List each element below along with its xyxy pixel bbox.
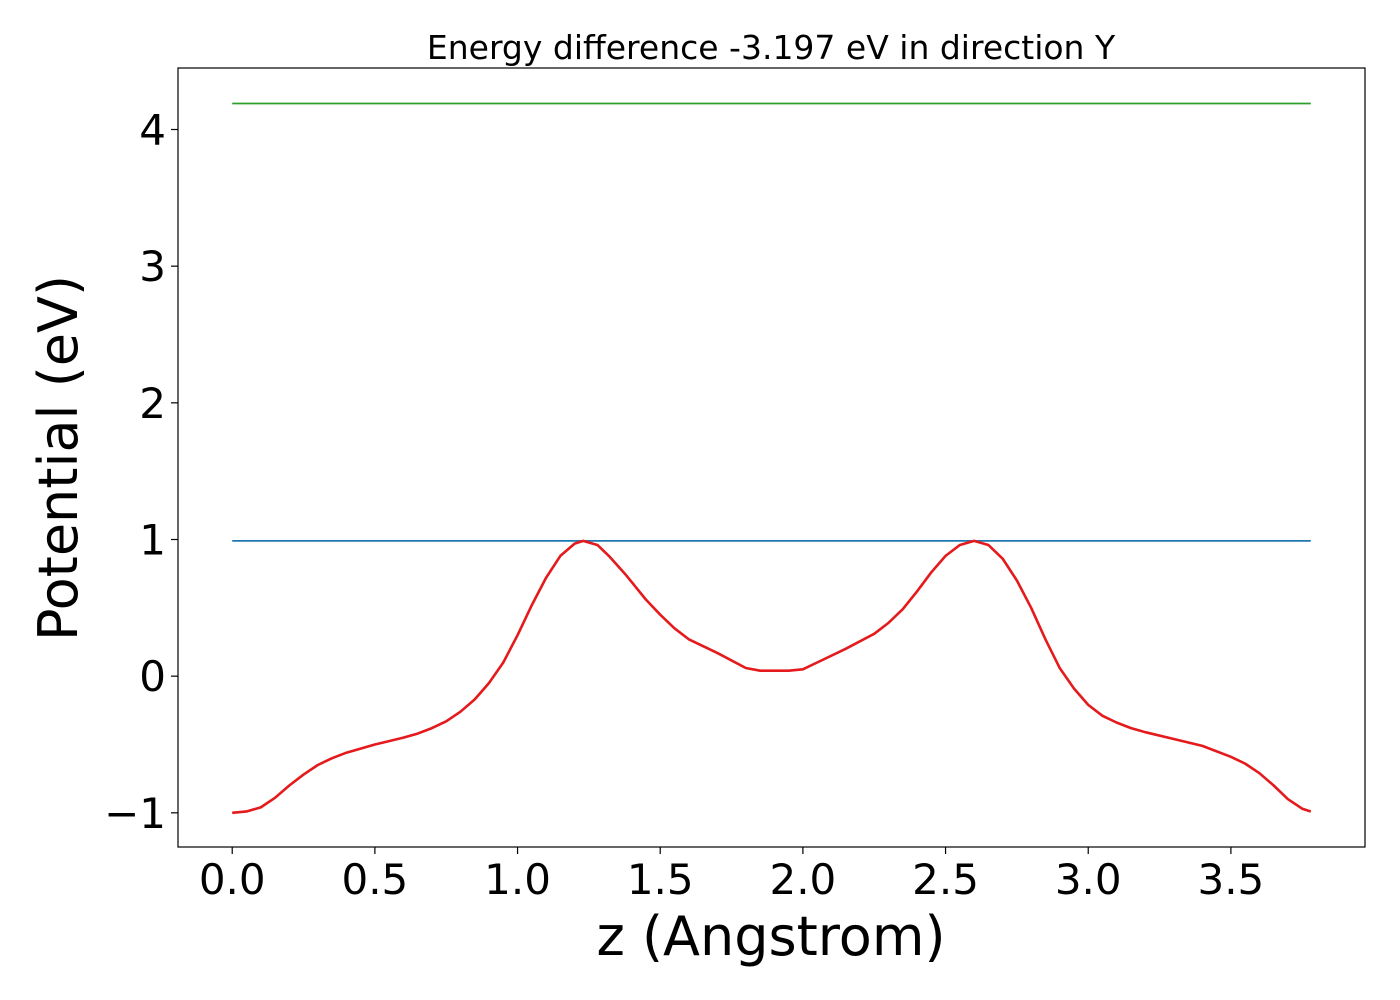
- y-tick-label: 1: [139, 516, 166, 565]
- y-axis: −1 0 1 2 3 4: [104, 106, 178, 838]
- plot-frame: [177, 67, 1366, 848]
- y-axis-title: Potential (eV): [27, 275, 90, 641]
- x-tick-label: 2.5: [912, 855, 979, 904]
- x-tick-label: 1.5: [627, 855, 694, 904]
- y-tick-label: 0: [139, 652, 166, 701]
- x-tick-label: 0.0: [199, 855, 266, 904]
- y-tick-label: −1: [104, 789, 166, 838]
- x-tick-label: 3.5: [1197, 855, 1264, 904]
- y-tick-label: 2: [139, 379, 166, 428]
- chart-title: Energy difference -3.197 eV in direction…: [427, 28, 1116, 67]
- series-line-3: [232, 539, 1312, 815]
- y-tick-label: 4: [139, 106, 166, 155]
- x-tick-label: 2.0: [769, 855, 836, 904]
- x-tick-label: 3.0: [1055, 855, 1122, 904]
- x-axis: 0.0 0.5 1.0 1.5 2.0 2.5 3.0 3.5: [199, 847, 1264, 904]
- plot-area: [177, 67, 1366, 848]
- x-tick-label: 0.5: [341, 855, 408, 904]
- y-tick-label: 3: [139, 242, 166, 291]
- x-tick-label: 1.0: [484, 855, 551, 904]
- series-layer: [232, 102, 1312, 815]
- x-axis-title: z (Angstrom): [596, 905, 945, 968]
